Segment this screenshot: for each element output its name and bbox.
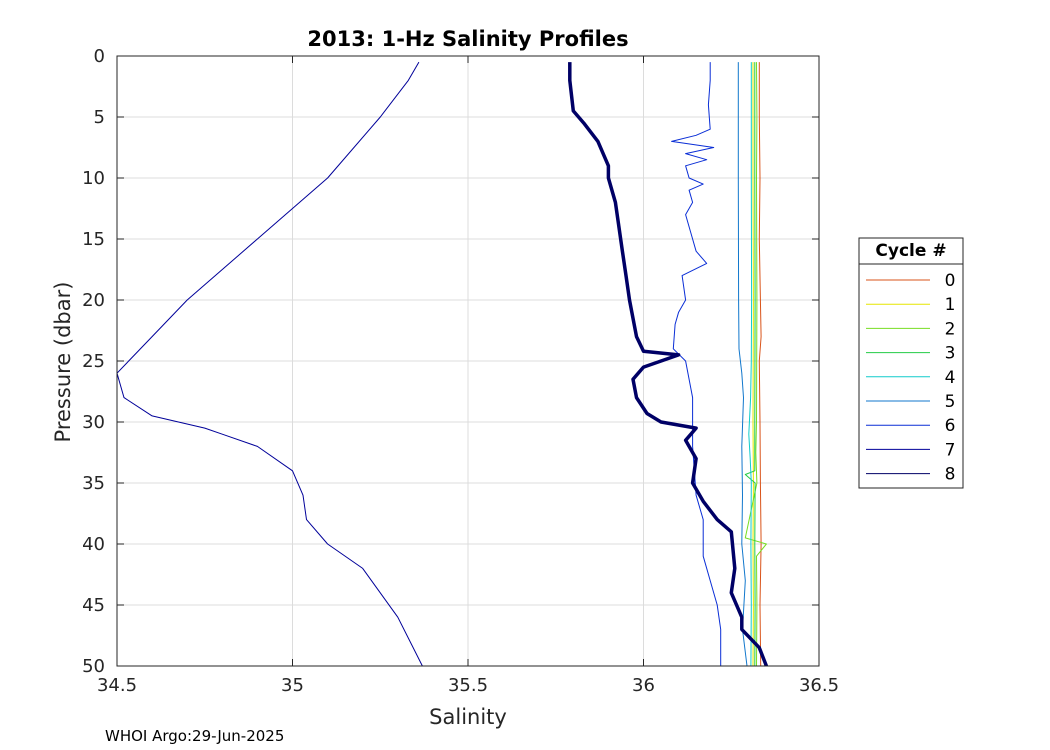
legend-label-cycle-3: 3: [945, 344, 956, 364]
y-tick-label: 45: [82, 595, 105, 616]
y-tick-label: 20: [82, 290, 105, 311]
y-axis-ticks: 0 5 10 15 20 25 30 35 40 45 50: [82, 46, 819, 677]
y-axis-label: Pressure (dbar): [51, 282, 75, 443]
x-tick-label: 35: [281, 675, 304, 696]
x-tick-label: 35.5: [448, 675, 488, 696]
y-tick-label: 50: [82, 656, 105, 677]
footer-text: WHOI Argo:29-Jun-2025: [105, 727, 284, 745]
y-tick-label: 25: [82, 351, 105, 372]
y-tick-label: 15: [82, 229, 105, 250]
legend-label-cycle-1: 1: [945, 295, 956, 315]
x-tick-label: 34.5: [97, 675, 137, 696]
legend-label-cycle-5: 5: [945, 392, 956, 412]
legend: Cycle # 0 1 2 3 4 5 6 7 8: [858, 237, 964, 489]
series-line-cycle-8: [568, 62, 769, 667]
series-line-cycle-4: [748, 62, 753, 667]
legend-title: Cycle #: [875, 241, 946, 261]
series-line-cycle-6: [671, 62, 722, 666]
y-tick-label: 0: [94, 46, 105, 67]
series-line-cycle-5: [737, 62, 748, 667]
y-tick-label: 30: [82, 412, 105, 433]
legend-label-cycle-4: 4: [945, 368, 956, 388]
series-line-cycle-2: [744, 62, 767, 667]
legend-label-cycle-2: 2: [945, 319, 956, 339]
legend-label-cycle-7: 7: [945, 440, 956, 460]
x-tick-label: 36: [632, 675, 655, 696]
legend-label-cycle-6: 6: [945, 416, 956, 436]
x-tick-label: 36.5: [799, 675, 839, 696]
x-axis-label: Salinity: [429, 705, 507, 729]
series-line-cycle-0: [758, 62, 762, 667]
y-tick-label: 5: [94, 107, 105, 128]
y-tick-label: 35: [82, 473, 105, 494]
x-axis-ticks: 34.5 35 35.5 36 36.5: [97, 56, 839, 696]
legend-label-cycle-0: 0: [945, 271, 956, 291]
y-tick-label: 10: [82, 168, 105, 189]
series-lines: [116, 61, 769, 667]
chart-title: 2013: 1-Hz Salinity Profiles: [307, 27, 628, 51]
legend-label-cycle-8: 8: [945, 465, 956, 485]
series-line-cycle-3: [744, 62, 756, 667]
legend-items: 0 1 2 3 4 5 6 7 8: [866, 271, 955, 485]
series-line-cycle-7: [116, 61, 423, 667]
y-tick-label: 40: [82, 534, 105, 555]
